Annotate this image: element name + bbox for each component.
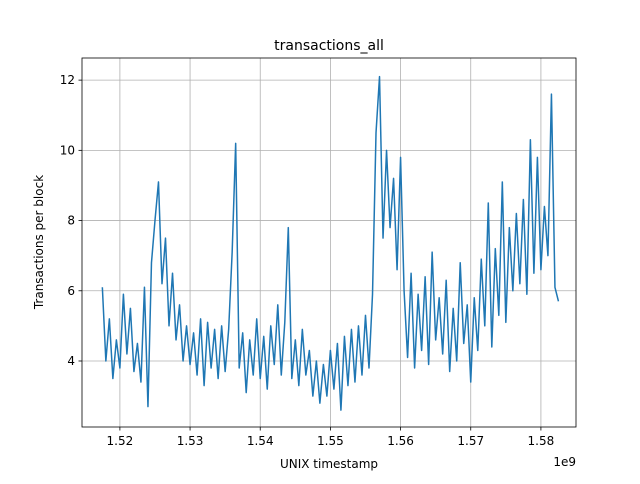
x-tick-label: 1.55 [317, 434, 344, 448]
axes-frame [81, 57, 577, 428]
x-tick-label: 1.57 [457, 434, 484, 448]
data-line [101, 75, 560, 411]
y-axis-label: Transactions per block [32, 175, 46, 310]
x-tick-label: 1.53 [177, 434, 204, 448]
y-tick-label: 12 [60, 73, 75, 87]
y-tick-label: 10 [60, 143, 75, 157]
x-tick-label: 1.52 [107, 434, 134, 448]
y-tick-label: 8 [67, 214, 75, 228]
x-tick-label: 1.58 [528, 434, 555, 448]
y-tick-label: 6 [67, 284, 75, 298]
chart-title: transactions_all [274, 38, 384, 54]
x-tick-label: 1.56 [387, 434, 414, 448]
y-tick-label: 4 [67, 354, 75, 368]
x-tick-label: 1.54 [247, 434, 274, 448]
x-offset-label: 1e9 [553, 455, 576, 469]
x-axis-label: UNIX timestamp [280, 457, 378, 471]
